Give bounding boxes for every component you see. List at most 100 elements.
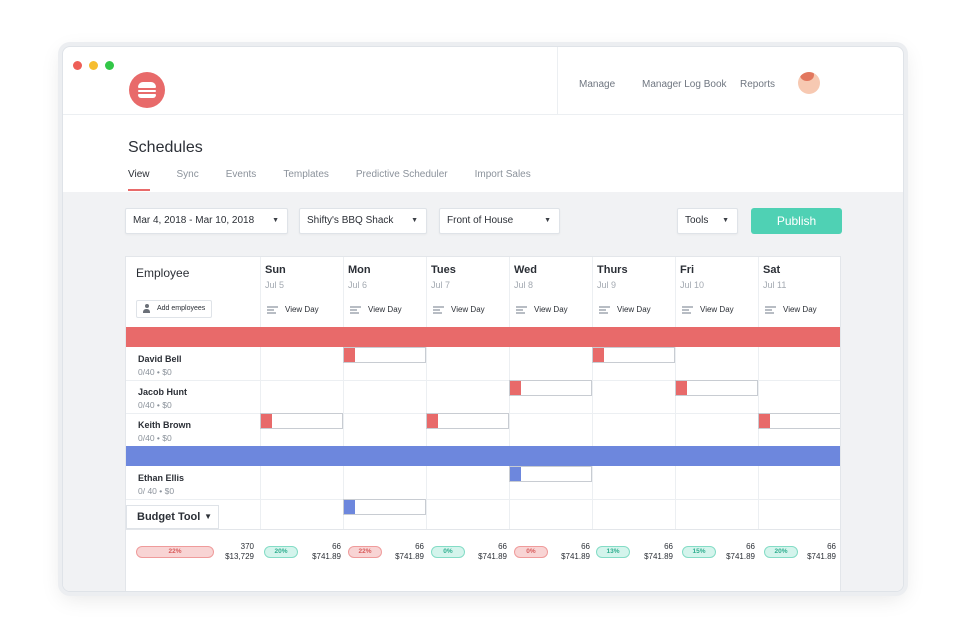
column-divider: [260, 257, 261, 529]
date-range-value: Mar 4, 2018 - Mar 10, 2018: [133, 215, 255, 226]
shift-block[interactable]: [675, 380, 758, 396]
shift-block[interactable]: [260, 413, 343, 429]
group-color-band: [126, 446, 840, 466]
list-icon: [765, 306, 776, 315]
budget-amount: $741.89: [561, 552, 590, 561]
view-day-button[interactable]: View Day: [597, 302, 651, 318]
day-header-sat: Sat Jul 11 View Day: [758, 257, 840, 327]
shift-block[interactable]: [509, 466, 592, 482]
budget-values: 370 $13,729: [204, 542, 254, 562]
tools-dropdown[interactable]: Tools ▼: [677, 208, 738, 234]
budget-amount: $741.89: [726, 552, 755, 561]
day-header-mon: Mon Jul 6 View Day: [343, 257, 426, 327]
budget-percent-badge: 0%: [431, 546, 465, 558]
budget-count: 66: [827, 542, 836, 551]
day-header-tues: Tues Jul 7 View Day: [426, 257, 509, 327]
view-day-label: View Day: [285, 305, 319, 314]
page-title: Schedules: [128, 139, 203, 156]
employee-hours: 0/40 • $0: [138, 433, 172, 443]
schedule-grid: Employee Add employees Sun Jul 5 View Day M…: [125, 256, 841, 591]
budget-values: 66 $741.89: [786, 542, 836, 562]
day-name: Fri: [680, 264, 695, 276]
day-header-wed: Wed Jul 8 View Day: [509, 257, 592, 327]
department-value: Front of House: [447, 215, 514, 226]
shift-block[interactable]: [343, 347, 426, 363]
view-day-button[interactable]: View Day: [431, 302, 485, 318]
shift-block[interactable]: [343, 499, 426, 515]
view-day-button[interactable]: View Day: [348, 302, 402, 318]
budget-count: 66: [332, 542, 341, 551]
view-day-button[interactable]: View Day: [680, 302, 734, 318]
shift-color-marker: [510, 467, 521, 481]
budget-amount: $741.89: [807, 552, 836, 561]
day-header-fri: Fri Jul 10 View Day: [675, 257, 758, 327]
close-window-button[interactable]: [73, 61, 82, 70]
employee-name[interactable]: Keith Brown: [138, 420, 191, 430]
budget-amount: $741.89: [312, 552, 341, 561]
employee-name[interactable]: David Bell: [138, 354, 182, 364]
list-icon: [599, 306, 610, 315]
budget-tool-button[interactable]: Budget Tool ▼: [126, 505, 219, 529]
shift-color-marker: [676, 381, 687, 395]
view-day-button[interactable]: View Day: [265, 302, 319, 318]
shift-block[interactable]: [758, 413, 840, 429]
location-select[interactable]: Shifty's BBQ Shack ▼: [299, 208, 427, 234]
maximize-window-button[interactable]: [105, 61, 114, 70]
nav-manage-link[interactable]: Manage: [579, 79, 616, 90]
day-date: Jul 5: [265, 280, 285, 290]
nav-reports-link[interactable]: Reports: [740, 79, 776, 90]
shift-block[interactable]: [592, 347, 675, 363]
budget-count: 66: [415, 542, 424, 551]
budget-amount: $741.89: [395, 552, 424, 561]
budget-percent-badge: 22%: [136, 546, 214, 558]
view-day-button[interactable]: View Day: [763, 302, 817, 318]
list-icon: [433, 306, 444, 315]
budget-values: 66 $741.89: [623, 542, 673, 562]
tab-import-sales[interactable]: Import Sales: [474, 169, 531, 180]
employee-hours: 0/40 • $0: [138, 400, 172, 410]
budget-values: 66 $741.89: [291, 542, 341, 562]
tab-events[interactable]: Events: [225, 169, 257, 180]
shift-color-marker: [759, 414, 770, 428]
nav-logbook-link[interactable]: Manager Log Book: [642, 79, 727, 90]
employee-name[interactable]: Ethan Ellis: [138, 473, 185, 483]
view-day-label: View Day: [451, 305, 485, 314]
group-color-band: [126, 327, 840, 347]
view-day-label: View Day: [783, 305, 817, 314]
budget-count: 370: [240, 542, 254, 551]
department-select[interactable]: Front of House ▼: [439, 208, 560, 234]
budget-tool-label: Budget Tool: [137, 511, 201, 523]
day-date: Jul 9: [597, 280, 617, 290]
shift-block[interactable]: [509, 380, 592, 396]
day-name: Thurs: [597, 264, 628, 276]
minimize-window-button[interactable]: [89, 61, 98, 70]
date-range-select[interactable]: Mar 4, 2018 - Mar 10, 2018 ▼: [125, 208, 288, 234]
row-divider: [126, 499, 840, 500]
tab-predictive-scheduler[interactable]: Predictive Scheduler: [355, 169, 448, 180]
employee-hours: 0/40 • $0: [138, 367, 172, 377]
add-employees-button[interactable]: Add employees: [136, 300, 213, 318]
day-header-thurs: Thurs Jul 9 View Day: [592, 257, 675, 327]
location-value: Shifty's BBQ Shack: [307, 215, 394, 226]
view-day-label: View Day: [617, 305, 651, 314]
budget-values: 66 $741.89: [457, 542, 507, 562]
budget-percent-badge: 22%: [348, 546, 382, 558]
chevron-down-icon: ▼: [544, 217, 551, 224]
avatar[interactable]: [798, 72, 820, 94]
tab-templates[interactable]: Templates: [283, 169, 329, 180]
shift-block[interactable]: [426, 413, 509, 429]
employee-name[interactable]: Jacob Hunt: [138, 387, 188, 397]
view-day-label: View Day: [700, 305, 734, 314]
burger-icon[interactable]: [129, 72, 165, 108]
budget-percent-badge: 20%: [764, 546, 798, 558]
day-date: Jul 8: [514, 280, 534, 290]
tab-sync[interactable]: Sync: [176, 169, 199, 180]
publish-button[interactable]: Publish: [751, 208, 842, 234]
budget-count: 66: [581, 542, 590, 551]
column-divider: [343, 257, 344, 529]
view-day-button[interactable]: View Day: [514, 302, 568, 318]
list-icon: [267, 306, 278, 315]
schedule-tabs: View Sync Events Templates Predictive Sc…: [128, 169, 558, 191]
tab-view[interactable]: View: [128, 169, 150, 191]
budget-percent-badge: 15%: [682, 546, 716, 558]
